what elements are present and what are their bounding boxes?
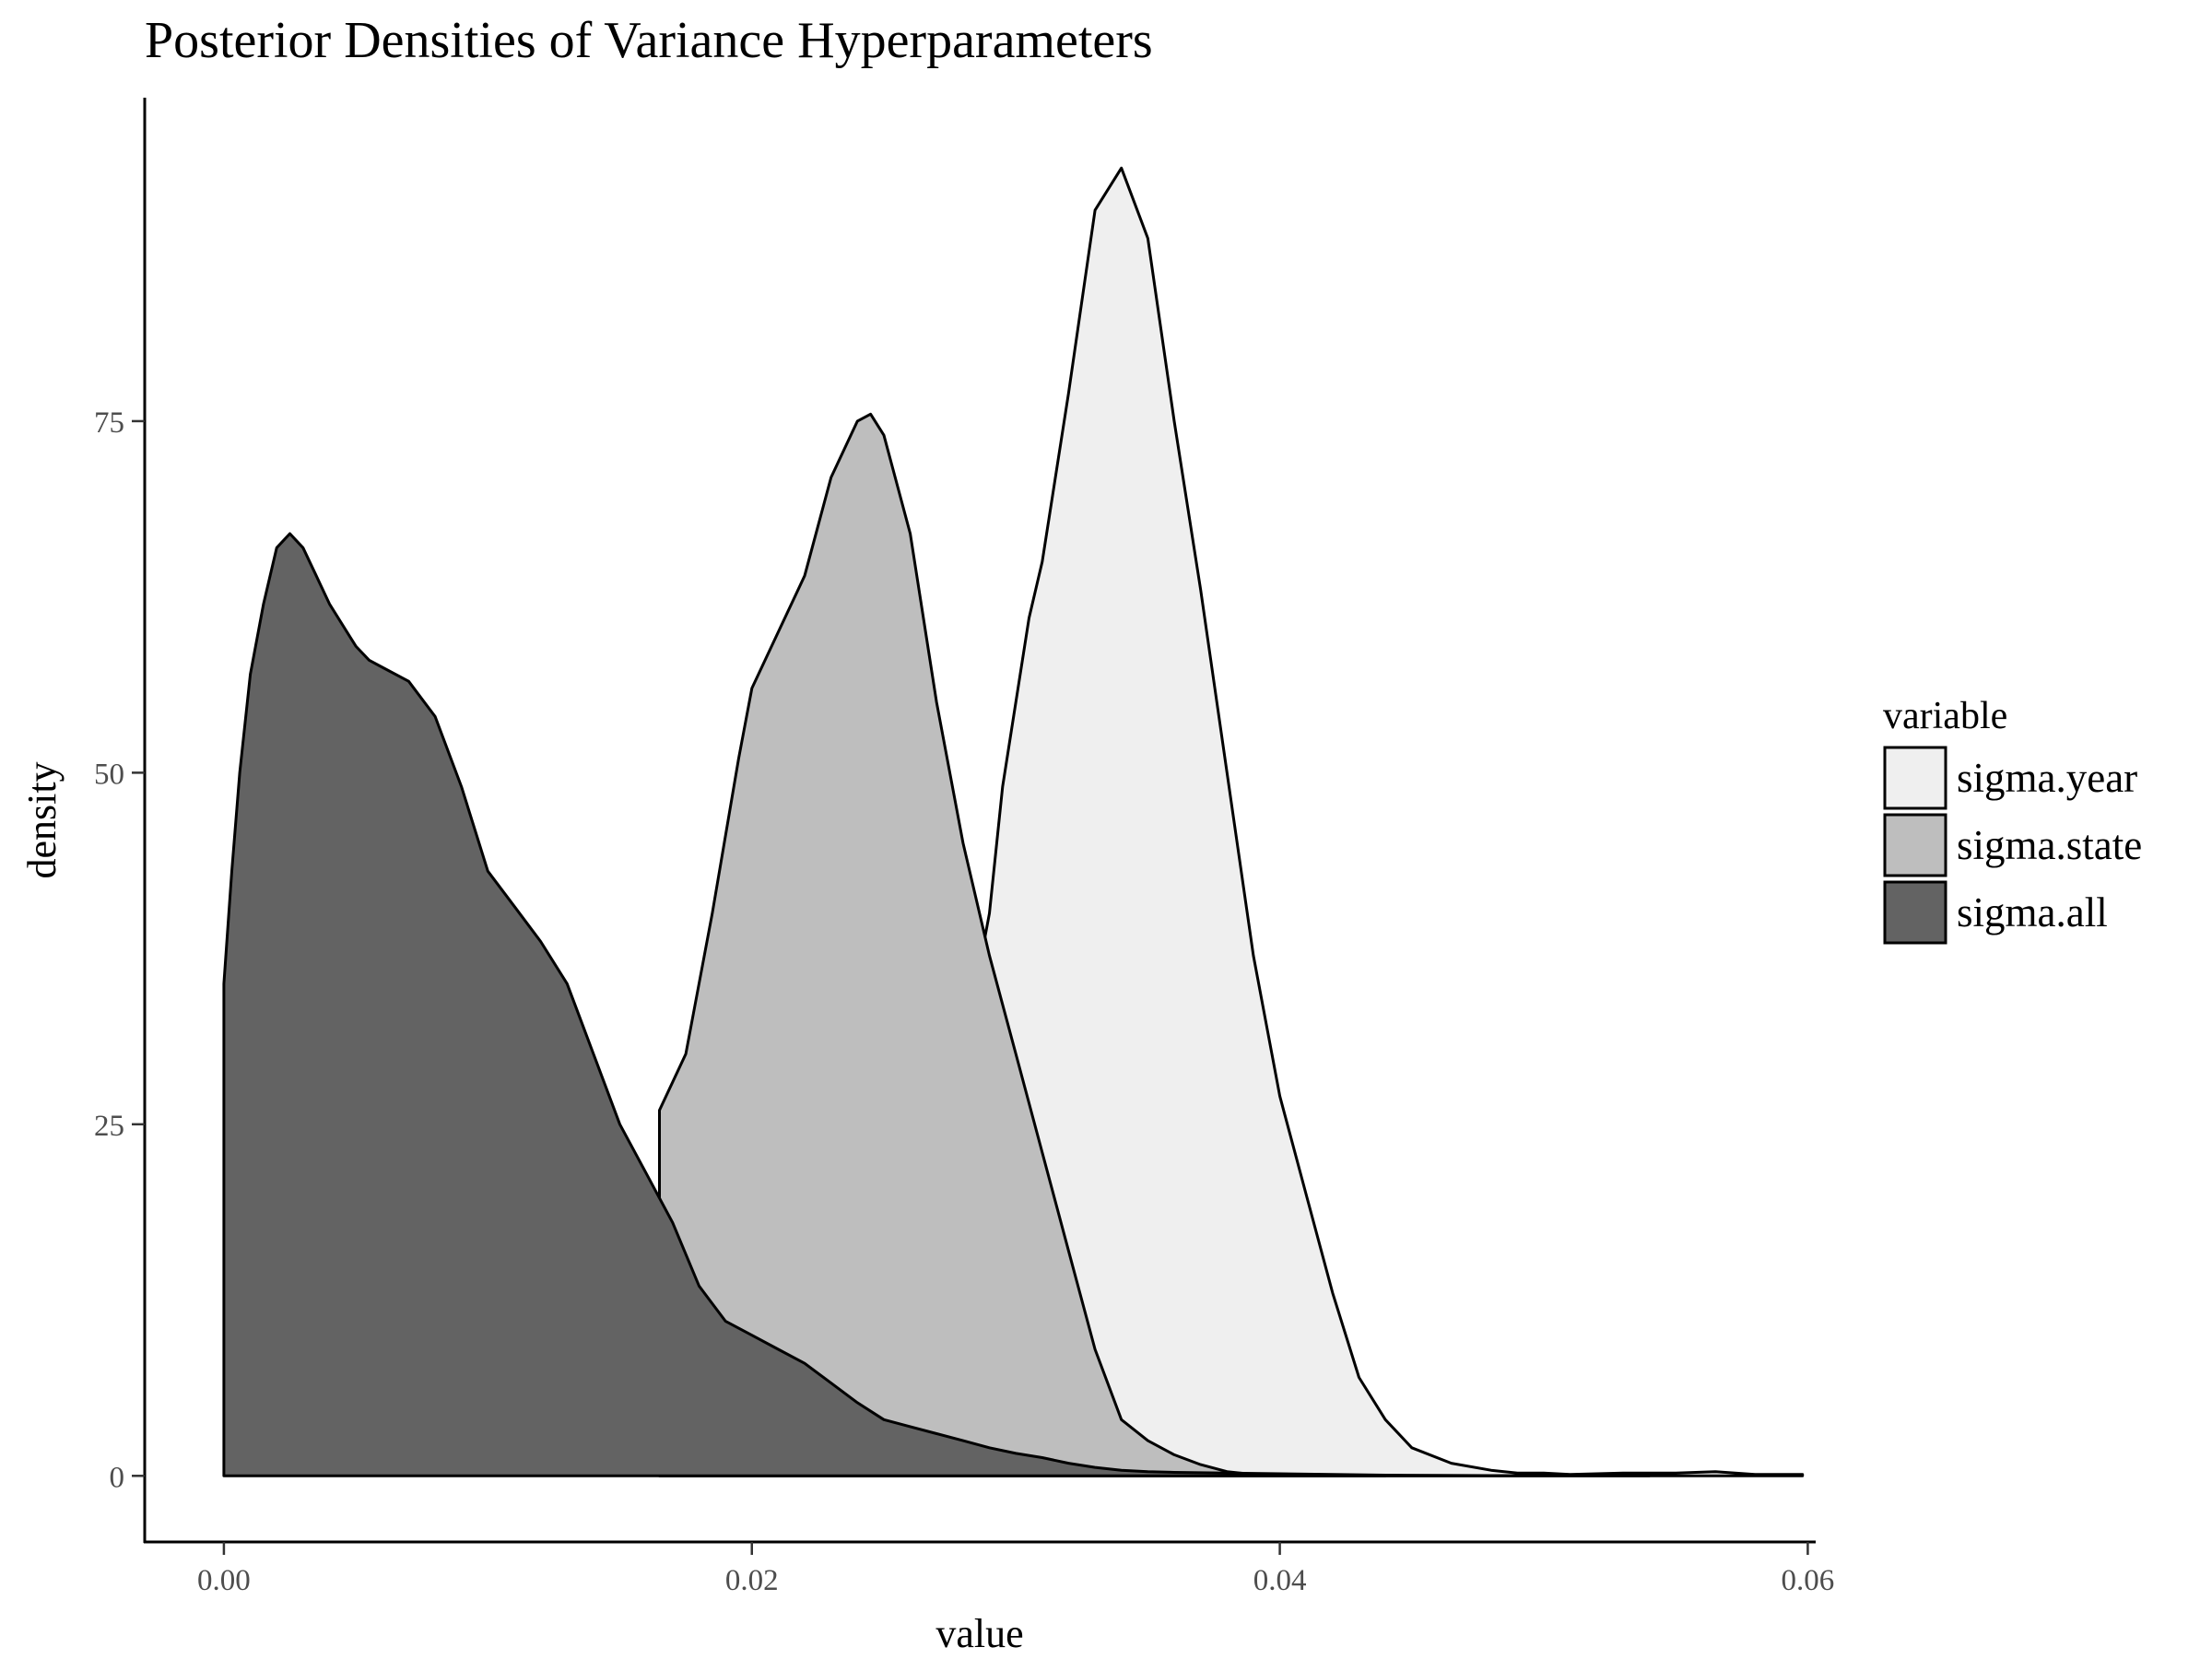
legend-label-sigma-state: sigma.state <box>1957 822 2142 868</box>
y-tick-label: 25 <box>94 1110 124 1143</box>
x-tick-label: 0.02 <box>725 1564 779 1597</box>
density-area-sigma-year <box>658 166 1805 1477</box>
y-tick-label: 50 <box>94 758 124 791</box>
legend-key-sigma-all <box>1883 880 1947 945</box>
chart-title: Posterior Densities of Variance Hyperpar… <box>145 12 1153 69</box>
legend-title: variable <box>1883 695 2007 737</box>
legend-key-sigma-state <box>1883 813 1947 877</box>
legend-items: sigma.year sigma.state sigma.all <box>1883 746 2142 945</box>
legend-key-sigma-year <box>1883 746 1947 810</box>
x-tick-label: 0.06 <box>1782 1564 1835 1597</box>
y-tick-label: 75 <box>94 406 124 440</box>
density-areas <box>222 166 1805 1477</box>
x-tick-label: 0.00 <box>197 1564 251 1597</box>
legend-label-sigma-year: sigma.year <box>1957 755 2137 801</box>
density-area-sigma-all <box>222 532 1652 1477</box>
x-axis-title: value <box>935 1611 1023 1656</box>
x-axis-ticks: 0.00 0.02 0.04 0.06 <box>197 1542 1834 1597</box>
legend: variable sigma.year sigma.state sigma.all <box>1883 695 2142 945</box>
legend-label-sigma-all: sigma.all <box>1957 889 2108 935</box>
y-tick-label: 0 <box>110 1461 125 1494</box>
x-tick-label: 0.04 <box>1253 1564 1307 1597</box>
y-axis-title: density <box>19 761 65 878</box>
y-axis-ticks: 0 25 50 75 <box>94 406 145 1494</box>
